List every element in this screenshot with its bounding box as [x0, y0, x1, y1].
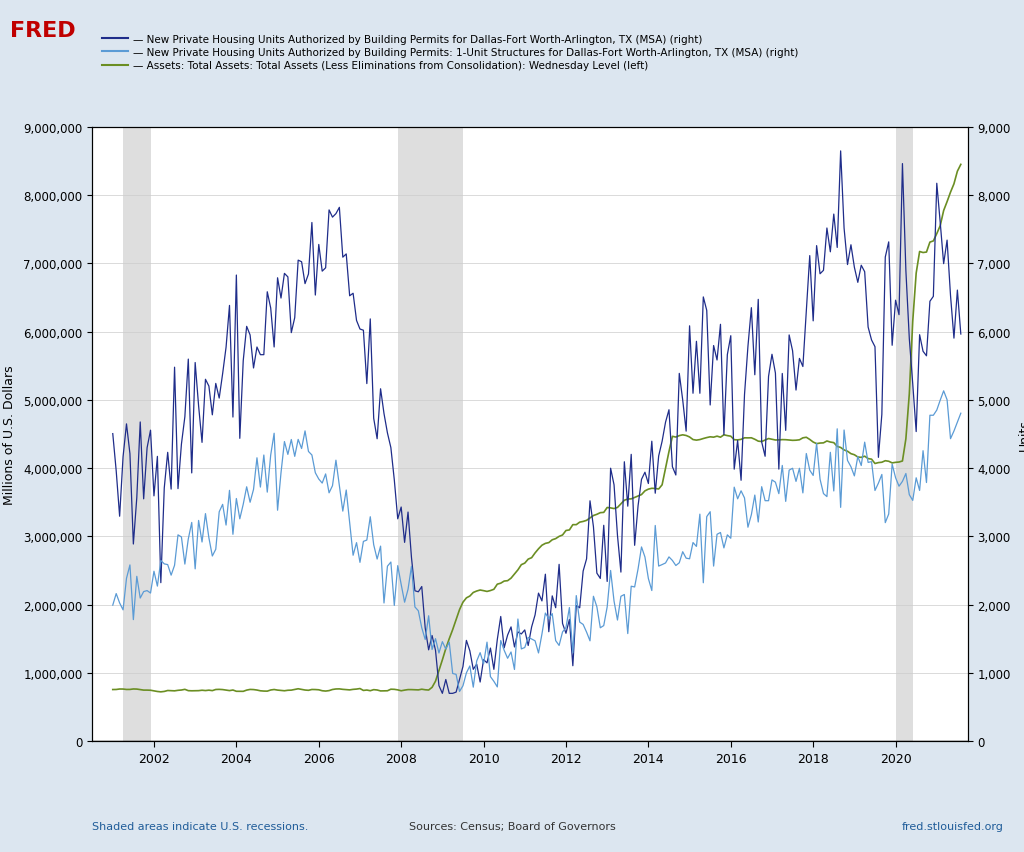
Bar	[398, 128, 463, 741]
Legend: — New Private Housing Units Authorized by Building Permits for Dallas-Fort Worth: — New Private Housing Units Authorized b…	[97, 31, 803, 75]
Text: Sources: Census; Board of Governors: Sources: Census; Board of Governors	[409, 820, 615, 831]
Y-axis label: Units: Units	[1018, 418, 1024, 451]
Bar	[896, 128, 912, 741]
Y-axis label: Millions of U.S. Dollars: Millions of U.S. Dollars	[3, 365, 16, 504]
Text: FRED: FRED	[10, 21, 76, 41]
Text: fred.stlouisfed.org: fred.stlouisfed.org	[902, 820, 1004, 831]
Text: Shaded areas indicate U.S. recessions.: Shaded areas indicate U.S. recessions.	[92, 820, 308, 831]
Bar	[123, 128, 151, 741]
